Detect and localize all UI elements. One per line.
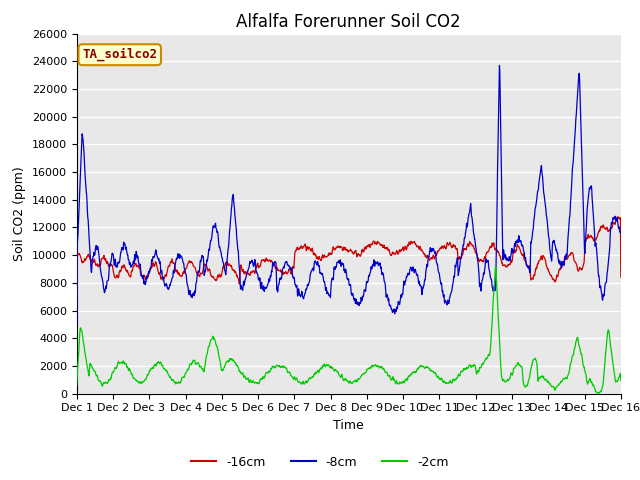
X-axis label: Time: Time	[333, 419, 364, 432]
Y-axis label: Soil CO2 (ppm): Soil CO2 (ppm)	[13, 166, 26, 261]
Legend: -16cm, -8cm, -2cm: -16cm, -8cm, -2cm	[186, 451, 454, 474]
Title: Alfalfa Forerunner Soil CO2: Alfalfa Forerunner Soil CO2	[237, 12, 461, 31]
Text: TA_soilco2: TA_soilco2	[82, 48, 157, 61]
